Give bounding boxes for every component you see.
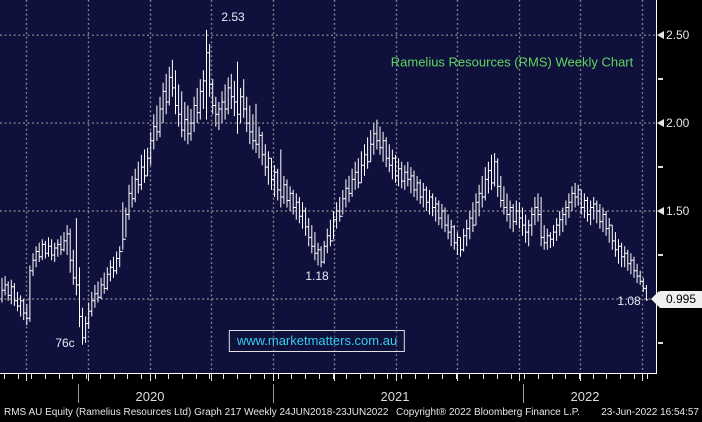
x-major-tick	[334, 374, 335, 381]
x-month-tick	[415, 374, 416, 379]
x-month-tick	[360, 374, 361, 379]
x-month-tick	[511, 374, 512, 379]
year-separator	[273, 384, 274, 405]
x-month-tick	[141, 374, 142, 379]
x-month-tick	[606, 374, 607, 379]
x-month-tick	[250, 374, 251, 379]
x-month-tick	[524, 374, 525, 379]
price-annotation: 76c	[55, 336, 75, 350]
x-month-tick	[4, 374, 5, 379]
x-month-tick	[552, 374, 553, 379]
x-year-label: 2021	[380, 389, 410, 404]
x-month-tick	[634, 374, 635, 379]
x-month-tick	[538, 374, 539, 379]
price-annotation: 2.53	[221, 10, 245, 24]
x-month-tick	[374, 374, 375, 379]
x-month-tick	[59, 374, 60, 379]
x-month-tick	[428, 374, 429, 379]
x-month-tick	[237, 374, 238, 379]
x-month-tick	[387, 374, 388, 379]
x-month-tick	[483, 374, 484, 379]
x-major-tick	[88, 374, 89, 381]
status-bar: RMS AU Equity (Ramelius Resources Ltd) G…	[0, 403, 702, 422]
x-month-tick	[100, 374, 101, 379]
x-year-label: 2020	[135, 389, 165, 404]
y-minor-tick	[658, 341, 663, 344]
x-month-tick	[168, 374, 169, 379]
y-minor-tick	[658, 78, 663, 81]
x-month-tick	[72, 374, 73, 379]
copyright-text: Copyright® 2022 Bloomberg Finance L.P.	[396, 407, 580, 418]
x-month-tick	[196, 374, 197, 379]
x-month-tick	[456, 374, 457, 379]
x-month-tick	[223, 374, 224, 379]
x-month-tick	[469, 374, 470, 379]
x-major-tick	[211, 374, 212, 381]
x-month-tick	[401, 374, 402, 379]
y-tick-label: 2.50	[666, 28, 690, 43]
x-month-tick	[647, 374, 648, 379]
x-major-tick	[642, 374, 643, 381]
year-separator	[523, 384, 524, 405]
y-tick-arrow-icon	[657, 207, 664, 216]
year-separator	[78, 384, 79, 405]
x-month-tick	[497, 374, 498, 379]
x-month-tick	[127, 374, 128, 379]
x-major-tick	[26, 374, 27, 381]
y-minor-tick	[658, 253, 663, 256]
price-annotation: 1.08	[617, 294, 641, 308]
x-month-tick	[18, 374, 19, 379]
x-month-tick	[278, 374, 279, 379]
chart-title: Ramelius Resources (RMS) Weekly Chart	[390, 54, 634, 70]
y-tick-label: 1.50	[666, 204, 690, 219]
x-month-tick	[579, 374, 580, 379]
x-month-tick	[31, 374, 32, 379]
x-month-tick	[305, 374, 306, 379]
timestamp: 23-Jun-2022 16:54:57	[601, 407, 699, 418]
x-month-tick	[86, 374, 87, 379]
y-tick-arrow-icon	[657, 119, 664, 128]
x-month-tick	[565, 374, 566, 379]
chart-plot-area: Ramelius Resources (RMS) Weekly Chart ww…	[0, 0, 657, 374]
y-minor-tick	[658, 166, 663, 169]
price-marker-arrow-icon	[651, 291, 659, 308]
x-month-tick	[45, 374, 46, 379]
x-month-tick	[620, 374, 621, 379]
x-major-tick	[273, 374, 274, 381]
x-year-label: 2022	[570, 389, 600, 404]
x-month-tick	[593, 374, 594, 379]
x-major-tick	[396, 374, 397, 381]
x-major-tick	[580, 374, 581, 381]
security-description: RMS AU Equity (Ramelius Resources Ltd) G…	[4, 407, 389, 418]
y-tick-arrow-icon	[657, 31, 664, 40]
y-tick-label: 2.00	[666, 116, 690, 131]
price-annotation: 1.18	[305, 269, 329, 283]
x-major-tick	[519, 374, 520, 381]
x-month-tick	[291, 374, 292, 379]
x-month-tick	[209, 374, 210, 379]
price-bars-svg	[0, 0, 656, 373]
x-month-tick	[114, 374, 115, 379]
x-month-tick	[346, 374, 347, 379]
last-price-label: 0.995	[659, 291, 702, 309]
watermark-link[interactable]: www.marketmatters.com.au	[228, 330, 406, 352]
last-price-marker: 0.995	[651, 291, 702, 309]
x-month-tick	[319, 374, 320, 379]
x-month-tick	[264, 374, 265, 379]
x-month-tick	[333, 374, 334, 379]
x-major-tick	[457, 374, 458, 381]
x-month-tick	[155, 374, 156, 379]
x-major-tick	[150, 374, 151, 381]
x-month-tick	[182, 374, 183, 379]
x-month-tick	[442, 374, 443, 379]
